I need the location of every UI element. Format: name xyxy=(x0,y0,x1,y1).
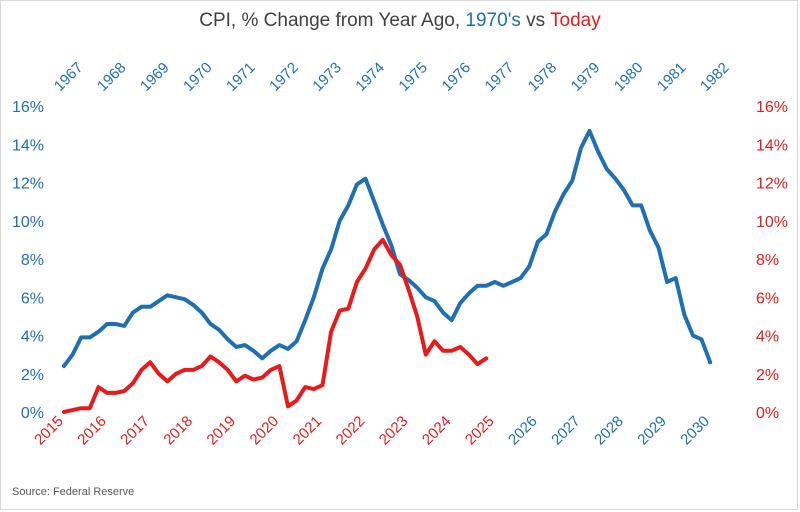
y-tick-label-left: 12% xyxy=(12,176,44,193)
y-tick-label-right: 4% xyxy=(756,329,779,346)
title-part-today: Today xyxy=(550,10,601,31)
source-note: Source: Federal Reserve xyxy=(12,486,135,498)
x-tick-label-top: 1979 xyxy=(568,59,604,95)
title-part-cpi: CPI, % Change from Year Ago, xyxy=(199,10,466,31)
x-tick-label-bottom: 2017 xyxy=(117,413,153,449)
y-tick-label-left: 14% xyxy=(12,137,44,154)
x-tick-label-bottom: 2029 xyxy=(634,413,670,449)
x-tick-label-bottom: 2025 xyxy=(462,413,498,449)
x-tick-label-top: 1977 xyxy=(482,59,518,95)
x-tick-label-bottom: 2023 xyxy=(376,413,412,449)
y-tick-label-right: 2% xyxy=(756,367,779,384)
y-tick-label-left: 0% xyxy=(21,405,44,422)
x-tick-label-bottom: 2027 xyxy=(548,413,584,449)
x-tick-label-top: 1968 xyxy=(94,59,130,95)
x-tick-label-bottom: 2019 xyxy=(204,413,240,449)
y-tick-label-right: 6% xyxy=(756,290,779,307)
y-tick-label-right: 14% xyxy=(756,137,788,154)
x-tick-label-top: 1978 xyxy=(525,59,561,95)
y-tick-label-right: 10% xyxy=(756,214,788,231)
x-tick-label-bottom: 2021 xyxy=(290,413,326,449)
x-tick-label-top: 1981 xyxy=(654,59,690,95)
title-part-1970s: 1970's xyxy=(465,10,521,31)
x-tick-label-bottom: 2022 xyxy=(333,413,369,449)
y-tick-label-right: 16% xyxy=(756,99,788,116)
x-tick-label-top: 1974 xyxy=(352,59,388,95)
series-line-1970s xyxy=(62,128,713,369)
x-tick-label-top: 1975 xyxy=(395,59,431,95)
y-tick-label-left: 6% xyxy=(21,290,44,307)
x-tick-label-top: 1970 xyxy=(180,59,216,95)
x-tick-label-top: 1976 xyxy=(438,59,474,95)
y-tick-label-left: 8% xyxy=(21,252,44,269)
x-tick-label-bottom: 2030 xyxy=(677,413,713,449)
y-tick-label-left: 10% xyxy=(12,214,44,231)
x-tick-label-top: 1972 xyxy=(266,59,302,95)
x-tick-label-top: 1973 xyxy=(309,59,345,95)
x-tick-label-bottom: 2018 xyxy=(160,413,196,449)
y-tick-label-right: 8% xyxy=(756,252,779,269)
x-tick-label-top: 1969 xyxy=(137,59,173,95)
x-tick-label-bottom: 2026 xyxy=(505,413,541,449)
x-tick-label-top: 1980 xyxy=(611,59,647,95)
y-tick-label-left: 2% xyxy=(21,367,44,384)
y-tick-label-left: 16% xyxy=(12,99,44,116)
x-tick-label-top: 1967 xyxy=(51,59,87,95)
x-tick-label-top: 1982 xyxy=(697,59,733,95)
title-part-vs: vs xyxy=(520,10,551,31)
x-tick-label-top: 1971 xyxy=(223,59,259,95)
y-tick-label-right: 0% xyxy=(756,405,779,422)
x-tick-label-bottom: 2028 xyxy=(591,413,627,449)
x-tick-label-bottom: 2020 xyxy=(247,413,283,449)
series-line-today xyxy=(62,237,489,414)
x-tick-label-bottom: 2016 xyxy=(74,413,110,449)
y-tick-label-left: 4% xyxy=(21,329,44,346)
x-tick-label-bottom: 2024 xyxy=(419,413,455,449)
chart-title: CPI, % Change from Year Ago, 1970's vs T… xyxy=(0,10,800,32)
y-tick-label-right: 12% xyxy=(756,176,788,193)
